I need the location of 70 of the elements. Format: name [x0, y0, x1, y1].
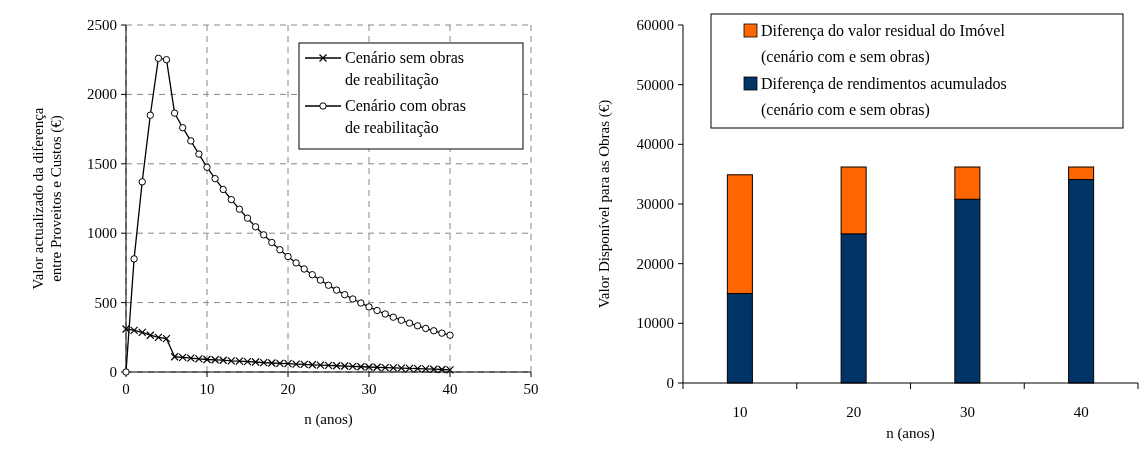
x-tick-label: 40 — [442, 381, 458, 397]
y-tick-label: 50000 — [636, 76, 674, 93]
point — [300, 265, 308, 273]
x-tick-label: 10 — [732, 404, 748, 420]
point — [324, 281, 333, 289]
y-tick-label: 20000 — [636, 255, 674, 272]
point — [308, 271, 316, 279]
point — [316, 276, 325, 284]
point — [243, 214, 252, 222]
y-tick-label: 30000 — [636, 196, 674, 212]
point — [446, 331, 454, 339]
y-tick-label: 2000 — [87, 86, 117, 103]
point — [405, 319, 414, 327]
point — [146, 111, 154, 119]
point — [154, 54, 163, 63]
point — [195, 150, 203, 158]
point — [389, 313, 397, 321]
y-tick-label: 1500 — [87, 155, 117, 172]
point — [203, 163, 211, 171]
point — [179, 124, 187, 132]
point — [365, 303, 373, 311]
point — [170, 109, 179, 117]
point — [357, 299, 365, 307]
x-tick-label: 0 — [122, 381, 130, 397]
point — [422, 324, 430, 333]
point — [332, 286, 341, 294]
y-tick-label: 2500 — [87, 17, 117, 33]
point — [349, 295, 357, 303]
y-tick-label: 500 — [94, 294, 117, 311]
y-axis-title: Valor Disponível para as Obras (€) — [596, 99, 613, 309]
x-axis-title: n (anos) — [886, 425, 935, 442]
legend-label: Diferença do valor residual do Imóvel (cenário com e sem obras) — [761, 22, 1006, 66]
x-axis-title: n (anos) — [304, 411, 353, 428]
point — [373, 306, 381, 315]
legend-label: Diferença de rendimentos acumulados (cenário com e sem obras) — [761, 75, 1007, 119]
point — [251, 223, 260, 231]
x-tick-label: 20 — [280, 381, 296, 397]
x-tick-label: 10 — [199, 381, 215, 397]
y-tick-label: 0 — [109, 364, 117, 380]
x-tick-label: 30 — [959, 404, 975, 420]
point — [130, 255, 138, 263]
x-tick-label: 50 — [523, 381, 539, 397]
legend-label: Cenário sem obras de reabilitação — [345, 49, 465, 89]
x-tick-label: 40 — [1073, 404, 1089, 420]
point — [341, 290, 349, 299]
point — [268, 238, 276, 247]
y-axis-title: Valor actualizado da diferença entre Proveitos e Custos (€) — [30, 107, 65, 290]
x-tick-label: 20 — [846, 404, 862, 420]
point — [235, 205, 244, 213]
point — [276, 246, 284, 254]
x-tick-label: 30 — [361, 381, 377, 397]
y-tick-label: 1000 — [87, 225, 117, 242]
point — [292, 259, 300, 267]
point — [211, 174, 219, 183]
y-tick-label: 40000 — [636, 136, 674, 153]
point — [260, 231, 268, 239]
point — [413, 322, 422, 330]
y-tick-label: 10000 — [636, 315, 674, 332]
point — [397, 316, 406, 324]
point — [430, 327, 438, 335]
point — [227, 195, 235, 204]
point — [284, 252, 292, 261]
point — [219, 185, 227, 194]
legend-label: Cenário com obras de reabilitação — [345, 97, 466, 137]
y-tick-label: 60000 — [636, 17, 674, 33]
point — [381, 310, 389, 318]
point — [138, 178, 146, 186]
point — [438, 329, 446, 337]
point — [187, 137, 195, 145]
point — [162, 56, 171, 64]
